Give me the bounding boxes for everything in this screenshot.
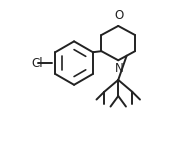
Text: O: O xyxy=(114,9,124,22)
Text: N: N xyxy=(115,62,123,75)
Text: Cl: Cl xyxy=(31,57,43,70)
